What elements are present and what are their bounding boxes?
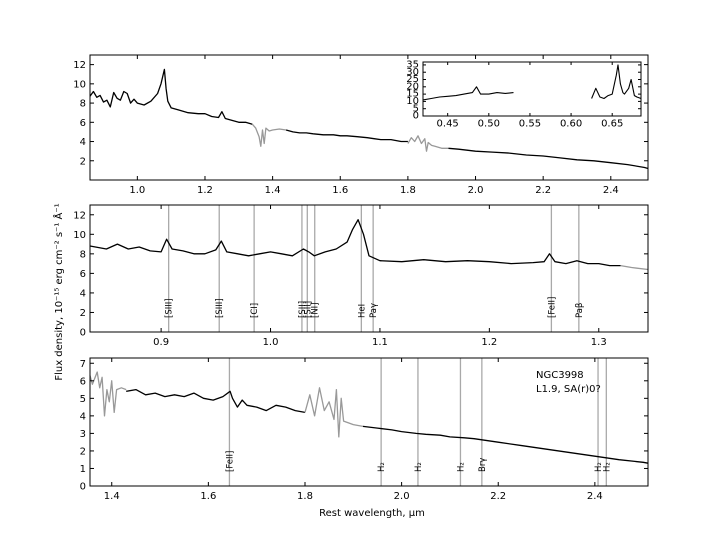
x-tick-label: 2.2 xyxy=(490,491,506,502)
y-tick-label: 10 xyxy=(73,230,86,241)
x-tick-label: 1.0 xyxy=(129,185,145,196)
x-tick-label: 2.4 xyxy=(587,491,603,502)
x-axis-label: Rest wavelength, μm xyxy=(319,508,425,519)
x-tick-label: 0.65 xyxy=(601,119,623,130)
x-tick-label: 1.6 xyxy=(332,185,348,196)
y-tick-label: 6 xyxy=(80,269,86,280)
y-tick-label: 30 xyxy=(406,67,419,78)
x-tick-label: 2.2 xyxy=(535,185,551,196)
x-tick-label: 0.45 xyxy=(437,119,459,130)
line-label: [SIII] xyxy=(165,298,175,318)
panel-top: 1.0 1.2 1.4 1.6 1.8 2.0 2.2 2.4 2 4 6 8 10 12 xyxy=(73,54,649,196)
x-tick-label: 1.4 xyxy=(265,185,281,196)
x-tick-label: 0.50 xyxy=(478,119,500,130)
plot-frame xyxy=(89,357,649,487)
object-name: NGC3998 xyxy=(536,370,584,381)
y-tick-label: 0 xyxy=(80,482,86,493)
x-tick-label: 2.0 xyxy=(468,185,484,196)
panel-middle: [SIII] [SIII] [CI] [SII][SII][NI] HeI Paγ [FeI… xyxy=(73,204,649,348)
y-tick-label: 1 xyxy=(80,464,86,475)
x-tick-label: 1.0 xyxy=(263,337,279,348)
x-tick-label: 1.6 xyxy=(200,491,216,502)
y-tick-label: 2 xyxy=(80,446,86,457)
x-tick-label: 1.8 xyxy=(400,185,416,196)
y-tick-label: 6 xyxy=(80,376,86,387)
plot-frame xyxy=(89,54,649,181)
y-tick-label: 10 xyxy=(406,96,419,107)
y-tick-label: 0 xyxy=(80,328,86,339)
y-tick-label: 4 xyxy=(80,137,86,148)
object-class: L1.9, SA(r)0? xyxy=(536,384,601,395)
x-tick-label: 0.55 xyxy=(519,119,541,130)
spectrum-series xyxy=(304,387,364,438)
y-tick-label: 35 xyxy=(406,60,419,71)
x-tick-label: 1.2 xyxy=(481,337,497,348)
spectrum-series xyxy=(422,86,514,101)
line-label: [SIII] xyxy=(215,298,225,318)
line-label: H₂ xyxy=(414,462,424,472)
y-tick-label: 12 xyxy=(73,60,86,71)
y-tick-label: 6 xyxy=(80,118,86,129)
spectrum-series xyxy=(620,264,649,271)
y-axis-label: Flux density, 10⁻¹⁵ erg cm⁻² s⁻¹ Å⁻¹ xyxy=(52,203,65,380)
x-tick-label: 2.0 xyxy=(394,491,410,502)
x-tick-label: 1.1 xyxy=(372,337,388,348)
line-label: [SII] xyxy=(298,301,308,318)
line-label: [FeII] xyxy=(547,297,557,318)
x-tick-label: 1.3 xyxy=(591,337,607,348)
x-tick-label: 2.4 xyxy=(603,185,619,196)
spectrum-series xyxy=(126,388,306,414)
y-tick-label: 2 xyxy=(80,308,86,319)
line-label: H₂ xyxy=(377,462,387,472)
y-tick-label: 7 xyxy=(80,359,86,370)
line-label: [FeII] xyxy=(225,451,235,472)
y-tick-label: 8 xyxy=(80,99,86,110)
x-tick-label: 1.8 xyxy=(297,491,313,502)
spectrum-series xyxy=(591,64,642,100)
y-tick-label: 8 xyxy=(80,249,86,260)
plot-frame xyxy=(89,204,649,333)
x-tick-label: 1.2 xyxy=(197,185,213,196)
plot-frame xyxy=(422,61,642,117)
x-tick-label: 0.9 xyxy=(153,337,169,348)
y-tick-label: 3 xyxy=(80,429,86,440)
line-label: HeI xyxy=(357,304,367,318)
line-label: H₂ xyxy=(602,462,612,472)
y-tick-label: 20 xyxy=(406,81,419,92)
line-label: [SII] xyxy=(303,301,313,318)
line-label: Paγ xyxy=(369,303,379,318)
y-tick-label: 15 xyxy=(406,89,419,100)
line-label: Brγ xyxy=(478,458,488,472)
y-tick-label: 4 xyxy=(80,288,86,299)
y-tick-label: 5 xyxy=(80,394,86,405)
y-tick-label: 12 xyxy=(73,210,86,221)
line-label: [NI] xyxy=(311,303,321,319)
line-label: [CI] xyxy=(250,303,260,318)
spectrum-series xyxy=(89,371,127,417)
y-tick-label: 4 xyxy=(80,411,86,422)
spectrum-series xyxy=(285,129,408,143)
x-tick-label: 0.60 xyxy=(560,119,582,130)
spectrum-series xyxy=(362,425,649,464)
y-tick-label: 0 xyxy=(413,111,419,122)
line-label: H₂ xyxy=(594,462,604,472)
y-tick-label: 2 xyxy=(80,156,86,167)
y-tick-label: 10 xyxy=(73,79,86,90)
spectrum-series xyxy=(448,147,649,170)
line-label: Paβ xyxy=(575,303,585,318)
spectrum-series xyxy=(89,68,253,125)
y-tick-label: 25 xyxy=(406,74,419,85)
spectrum-series xyxy=(251,123,287,147)
line-label: H₂ xyxy=(456,462,466,472)
y-tick-label: 5 xyxy=(413,103,419,114)
x-tick-label: 1.4 xyxy=(104,491,120,502)
spectrum-series xyxy=(407,135,449,152)
spectrum-series xyxy=(89,219,621,267)
